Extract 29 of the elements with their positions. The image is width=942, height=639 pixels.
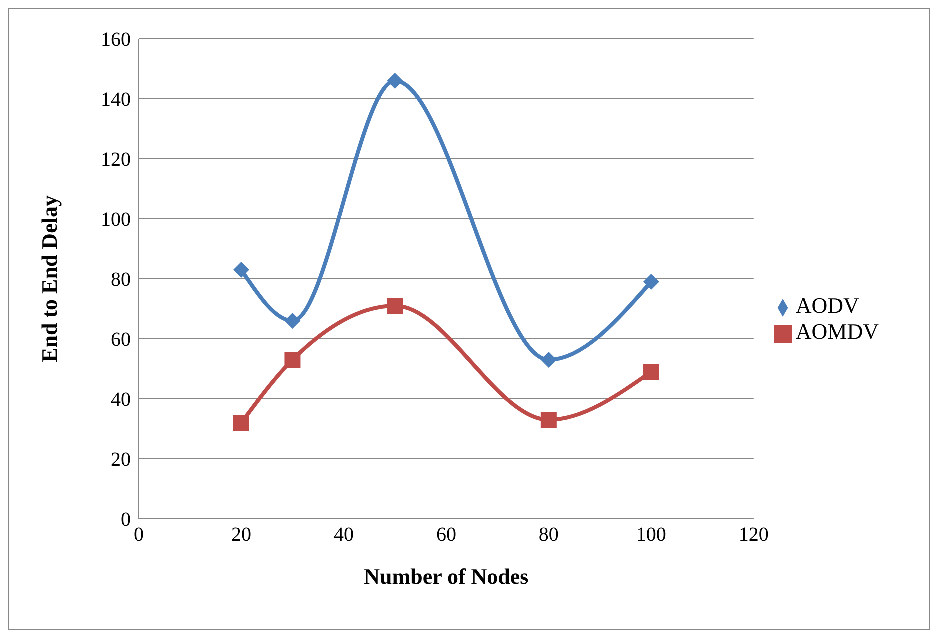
x-axis-title: Number of Nodes	[364, 564, 530, 589]
point	[233, 415, 250, 431]
x-tick-label: 120	[738, 524, 769, 546]
point	[284, 352, 301, 368]
point	[233, 262, 250, 278]
y-tick-label: 40	[111, 389, 131, 412]
x-tick-label: 20	[231, 524, 252, 546]
y-axis-title: End to End Delay	[36, 196, 62, 362]
point	[540, 352, 557, 368]
y-tick-label: 140	[101, 89, 131, 112]
point	[387, 73, 404, 89]
y-tick-label: 0	[121, 509, 131, 532]
point	[284, 313, 301, 329]
point	[643, 274, 660, 290]
x-tick-label: 40	[334, 524, 354, 546]
point	[387, 298, 404, 314]
y-tick-label: 120	[101, 149, 131, 172]
y-tick-label: 80	[111, 269, 131, 292]
legend-label: AOMDV	[796, 319, 879, 344]
x-tick-label: 100	[636, 524, 666, 546]
y-tick-label: 100	[101, 209, 131, 232]
y-tick-label: 20	[111, 449, 131, 472]
point	[540, 412, 557, 428]
x-tick-label: 80	[538, 524, 559, 546]
legend-label: AODV	[796, 293, 860, 318]
point	[643, 364, 660, 380]
x-tick-label: 60	[436, 524, 456, 546]
y-tick-label: 160	[101, 29, 131, 52]
y-tick-label: 60	[111, 329, 131, 352]
